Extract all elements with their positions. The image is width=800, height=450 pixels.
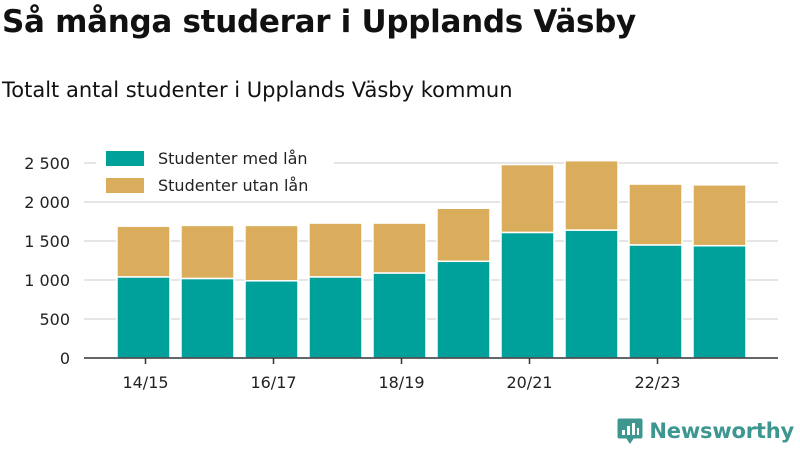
bar-segment-with-loan bbox=[564, 229, 619, 359]
y-tick-label: 2 500 bbox=[24, 154, 70, 173]
y-tick-label: 500 bbox=[39, 310, 70, 329]
bar-segment-with-loan bbox=[116, 276, 171, 359]
chart-subtitle: Totalt antal studenter i Upplands Väsby … bbox=[2, 78, 513, 102]
bar-segment-without-loan bbox=[500, 163, 555, 234]
bar-segment-with-loan bbox=[372, 272, 427, 359]
bar-segment-with-loan bbox=[180, 277, 235, 359]
x-tick-label: 18/19 bbox=[378, 373, 424, 392]
bar-segment-without-loan bbox=[244, 224, 299, 282]
bar-segment-without-loan bbox=[372, 222, 427, 274]
bar-segment-with-loan bbox=[692, 244, 747, 359]
bar-segment-with-loan bbox=[436, 260, 491, 359]
bar-segment-without-loan bbox=[692, 184, 747, 247]
y-tick-label: 2 000 bbox=[24, 193, 70, 212]
x-tick-label: 16/17 bbox=[250, 373, 296, 392]
chart-title: Så många studerar i Upplands Väsby bbox=[2, 4, 636, 40]
legend-label: Studenter utan lån bbox=[158, 176, 308, 195]
bar-segment-with-loan bbox=[308, 276, 363, 359]
newsworthy-bar-chart-icon bbox=[617, 418, 643, 444]
bars bbox=[116, 159, 747, 359]
y-tick-label: 1 500 bbox=[24, 232, 70, 251]
bar-segment-with-loan bbox=[628, 244, 683, 359]
bar-segment-without-loan bbox=[180, 224, 235, 280]
bar-segment-without-loan bbox=[436, 207, 491, 263]
bar-segment-without-loan bbox=[116, 225, 171, 278]
legend-label: Studenter med lån bbox=[158, 149, 308, 168]
legend: Studenter med lån Studenter utan lån bbox=[96, 141, 334, 201]
x-tick-label: 14/15 bbox=[122, 373, 168, 392]
bar-segment-without-loan bbox=[308, 222, 363, 278]
legend-swatch bbox=[106, 178, 144, 193]
brand-name: Newsworthy bbox=[649, 419, 794, 443]
legend-swatch bbox=[106, 151, 144, 166]
y-tick-label: 1 000 bbox=[24, 271, 70, 290]
axes: 0 500 1 000 1 500 2 000 2 500 14/15 16/17 18/19 2… bbox=[24, 154, 778, 392]
x-tick-label: 20/21 bbox=[506, 373, 552, 392]
bar-segment-with-loan bbox=[244, 280, 299, 359]
newsworthy-logo: Newsworthy bbox=[617, 418, 794, 444]
bar-segment-with-loan bbox=[500, 231, 555, 359]
bar-segment-without-loan bbox=[564, 159, 619, 231]
y-tick-label: 0 bbox=[60, 349, 70, 368]
bar-segment-without-loan bbox=[628, 183, 683, 246]
x-tick-label: 22/23 bbox=[634, 373, 680, 392]
